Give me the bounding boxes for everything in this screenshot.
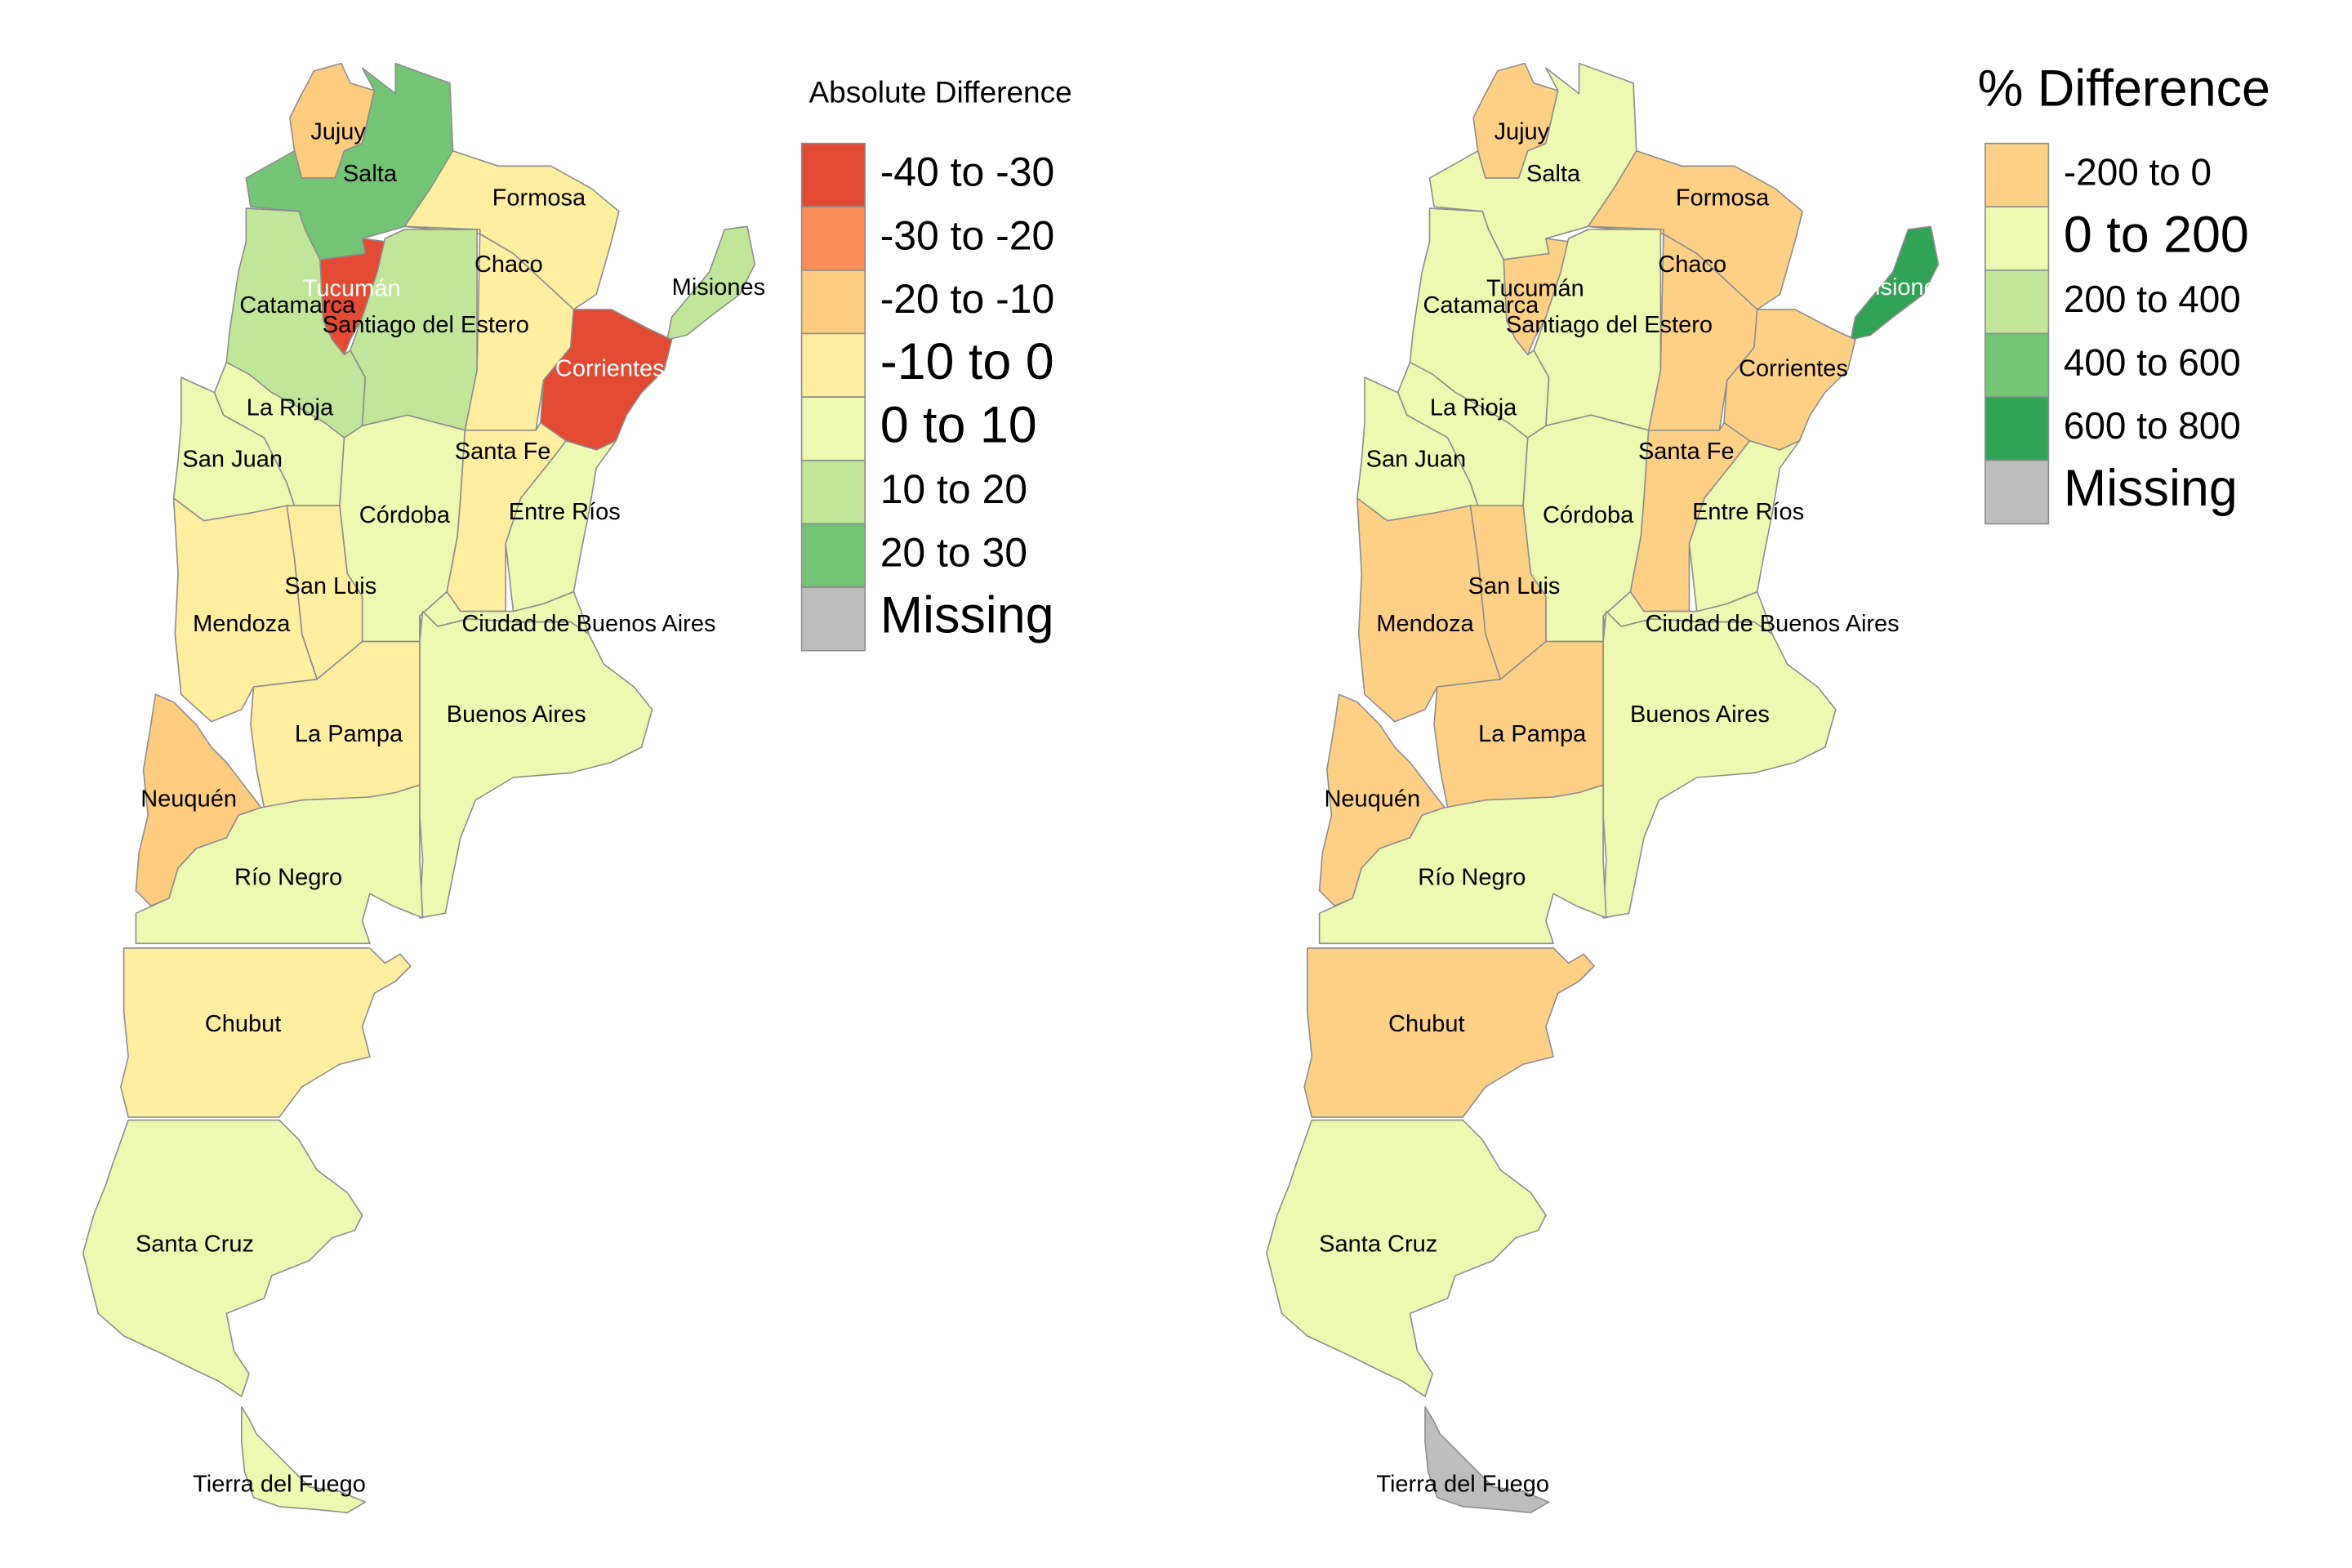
province-santacruz	[82, 1119, 363, 1397]
province-chubut	[120, 947, 412, 1118]
province-label-santafe: Santa Fe	[1638, 439, 1735, 465]
province-label-rionegro: Río Negro	[234, 864, 342, 890]
legend-swatch	[800, 332, 866, 398]
legend-label: -10 to 0	[880, 333, 1054, 390]
province-label-caba: Ciudad de Buenos Aires	[461, 611, 715, 637]
province-chubut	[1303, 947, 1595, 1118]
legend-label: -40 to -30	[880, 149, 1055, 195]
province-label-santiago: Santiago del Estero	[323, 312, 529, 338]
legend-swatch	[1984, 270, 2050, 335]
legend-title: Absolute Difference	[808, 76, 1071, 109]
province-label-corrientes: Corrientes	[1739, 356, 1848, 382]
legend-label: -200 to 0	[2064, 151, 2212, 194]
province-label-formosa: Formosa	[1676, 185, 1770, 212]
legend-label: 10 to 20	[880, 466, 1027, 512]
province-label-santacruz: Santa Cruz	[1319, 1232, 1437, 1258]
province-rionegro	[1318, 784, 1607, 945]
legend-label: 200 to 400	[2064, 278, 2241, 320]
legend-label: 0 to 10	[880, 397, 1037, 454]
legend-swatch	[800, 586, 866, 652]
legend-swatch	[1984, 332, 2050, 398]
province-label-sanjuan: San Juan	[1366, 446, 1467, 472]
province-label-sanluis: San Luis	[284, 573, 376, 599]
province-label-misiones: Misiones	[1855, 274, 1949, 301]
legend-label: 20 to 30	[880, 529, 1027, 575]
province-label-buenosaires: Buenos Aires	[447, 702, 586, 728]
province-label-jujuy: Jujuy	[310, 118, 366, 145]
legend-swatch	[800, 142, 866, 208]
province-label-misiones: Misiones	[672, 274, 765, 301]
percent-legend: % Difference -200 to 0 0 to 200 200 to 400 4…	[1978, 60, 2270, 525]
province-corrientes	[539, 309, 673, 451]
province-label-salta: Salta	[1526, 161, 1581, 187]
province-corrientes	[1723, 309, 1856, 451]
province-misiones	[1850, 225, 1940, 341]
absolute-map: Jujuy Salta Formosa Chaco Misiones TucumánCat…	[82, 62, 765, 1513]
province-label-corrientes: Corrientes	[555, 356, 665, 382]
province-rionegro	[135, 784, 424, 945]
province-label-tucuman: Tucumán	[303, 276, 401, 302]
province-label-santafe: Santa Fe	[455, 439, 551, 465]
province-label-mendoza: Mendoza	[1376, 611, 1474, 637]
province-label-neuquen: Neuquén	[140, 786, 237, 812]
legend-label: Missing	[880, 586, 1054, 644]
legend-swatch	[800, 523, 866, 588]
province-label-santacruz: Santa Cruz	[136, 1232, 254, 1258]
province-label-cordoba: Córdoba	[359, 502, 451, 528]
province-label-santiago: Santiago del Estero	[1506, 312, 1713, 338]
legend-label: 600 to 800	[2064, 404, 2241, 447]
legend-title: % Difference	[1978, 60, 2270, 117]
province-label-sanluis: San Luis	[1468, 573, 1561, 599]
legend-swatch	[1984, 459, 2050, 525]
province-misiones	[666, 225, 756, 341]
legend-swatch	[1984, 142, 2050, 208]
legend-swatch	[800, 270, 866, 335]
legend-swatch	[1984, 396, 2050, 461]
province-label-chubut: Chubut	[205, 1011, 282, 1037]
legend-label: 400 to 600	[2064, 341, 2241, 383]
legend-swatch	[800, 206, 866, 271]
province-label-tierradelfuego: Tierra del Fuego	[1376, 1472, 1549, 1498]
province-label-rionegro: Río Negro	[1418, 864, 1526, 890]
absolute-legend: Absolute Difference -40 to -30 -30 to -20 -…	[800, 76, 1072, 652]
province-label-cordoba: Córdoba	[1543, 502, 1634, 528]
province-label-tucuman: Tucumán	[1486, 276, 1584, 302]
province-label-neuquen: Neuquén	[1324, 786, 1420, 812]
province-tierradelfuego	[240, 1406, 367, 1513]
province-label-caba: Ciudad de Buenos Aires	[1646, 611, 1900, 637]
province-label-larioja: La Rioja	[1430, 395, 1517, 421]
legend-label: 0 to 200	[2064, 207, 2249, 264]
province-label-buenosaires: Buenos Aires	[1630, 702, 1770, 728]
legend-label: Missing	[2064, 460, 2238, 517]
province-label-catamarca: Catamarca	[239, 292, 356, 318]
province-buenosaires	[1602, 610, 1837, 919]
province-label-larioja: La Rioja	[247, 395, 334, 421]
legend-swatch	[1984, 206, 2050, 271]
province-tierradelfuego	[1424, 1406, 1550, 1513]
percent-map: Jujuy Salta Formosa Chaco Misiones TucumánCat…	[1266, 62, 1949, 1513]
province-label-chubut: Chubut	[1388, 1011, 1465, 1037]
legend-swatch	[800, 459, 866, 525]
province-label-salta: Salta	[343, 161, 398, 187]
province-label-catamarca: Catamarca	[1423, 292, 1539, 318]
province-santacruz	[1266, 1119, 1547, 1397]
province-label-tierradelfuego: Tierra del Fuego	[193, 1472, 366, 1498]
legend-label: -20 to -10	[880, 276, 1055, 322]
province-buenosaires	[419, 610, 653, 919]
province-label-chaco: Chaco	[474, 252, 543, 278]
province-label-jujuy: Jujuy	[1494, 118, 1549, 145]
province-label-entrerios: Entre Ríos	[509, 499, 621, 525]
province-label-formosa: Formosa	[492, 185, 586, 212]
legend-label: -30 to -20	[880, 212, 1055, 258]
province-label-mendoza: Mendoza	[193, 611, 291, 637]
province-label-entrerios: Entre Ríos	[1692, 499, 1804, 525]
province-label-lapampa: La Pampa	[1478, 721, 1587, 747]
legend-swatch	[800, 396, 866, 461]
province-label-lapampa: La Pampa	[295, 721, 403, 747]
province-label-sanjuan: San Juan	[182, 446, 283, 472]
province-label-chaco: Chaco	[1658, 252, 1726, 278]
